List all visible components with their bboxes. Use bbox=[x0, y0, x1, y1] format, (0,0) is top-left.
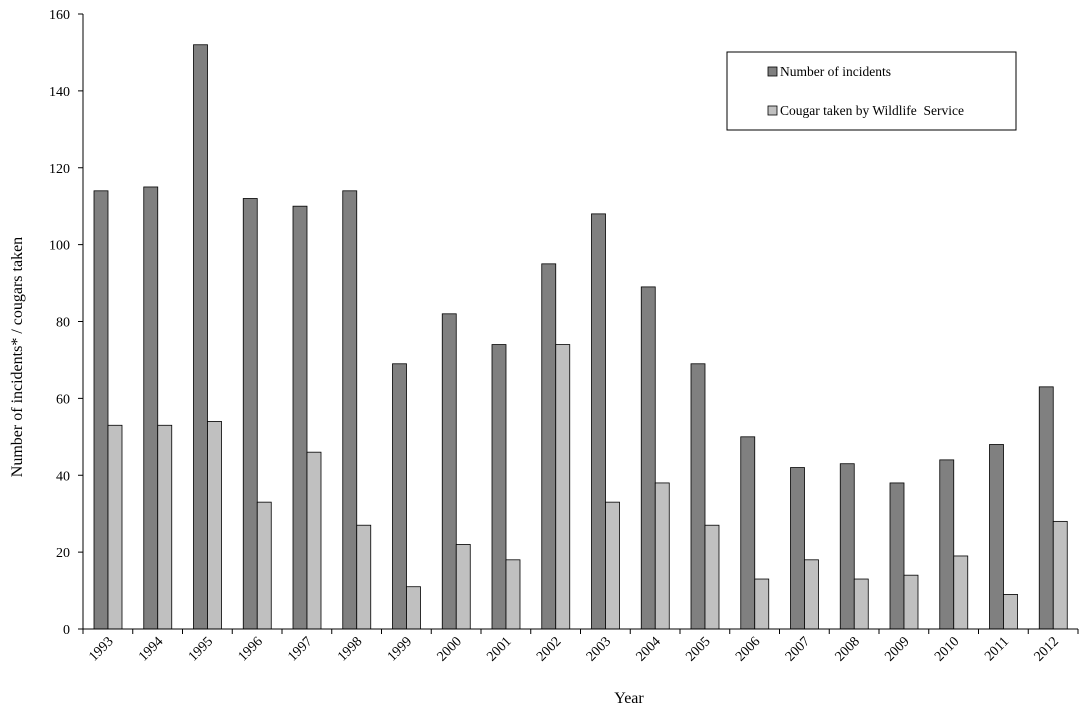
y-tick-label-40: 40 bbox=[56, 469, 70, 484]
bar-cougars-taken-2010 bbox=[953, 555, 969, 630]
bar-incidents-2011 bbox=[989, 444, 1004, 630]
y-tick-label-60: 60 bbox=[56, 392, 70, 407]
x-tick-label-1993: 1993 bbox=[86, 634, 116, 664]
x-tick-label-1994: 1994 bbox=[136, 634, 166, 664]
bar-cougars-taken-2011 bbox=[1003, 594, 1018, 630]
x-tick-label-1999: 1999 bbox=[385, 634, 415, 664]
bar-incidents-2006 bbox=[740, 436, 756, 630]
bar-incidents-2003 bbox=[591, 213, 606, 630]
bar-incidents-1995 bbox=[193, 44, 208, 630]
x-tick-label-2010: 2010 bbox=[932, 634, 962, 664]
bar-incidents-1997 bbox=[292, 205, 308, 630]
x-tick-label-1995: 1995 bbox=[186, 634, 216, 664]
bar-cougars-taken-2009 bbox=[903, 574, 919, 630]
y-tick-label-120: 120 bbox=[49, 162, 70, 177]
x-tick-label-2004: 2004 bbox=[634, 634, 664, 664]
bar-incidents-1996 bbox=[242, 198, 258, 630]
bar-incidents-2004 bbox=[640, 286, 656, 630]
bar-cougars-taken-1994 bbox=[157, 424, 173, 630]
bar-cougars-taken-1997 bbox=[306, 451, 322, 630]
bar-cougars-taken-1999 bbox=[406, 586, 421, 630]
bar-incidents-1994 bbox=[143, 186, 159, 630]
axes-group bbox=[78, 13, 1079, 634]
bar-incidents-1999 bbox=[392, 363, 407, 630]
x-tick-label-2007: 2007 bbox=[783, 634, 813, 664]
bar-incidents-2005 bbox=[690, 363, 706, 630]
bar-cougars-taken-2004 bbox=[654, 482, 670, 630]
x-tick-label-2003: 2003 bbox=[584, 634, 614, 664]
x-tick-label-2008: 2008 bbox=[833, 634, 863, 664]
bar-incidents-1998 bbox=[342, 190, 358, 630]
x-tick-label-2001: 2001 bbox=[484, 634, 514, 664]
x-tick-label-2011: 2011 bbox=[982, 634, 1012, 664]
legend: Number of incidents Cougar taken by Wild… bbox=[726, 51, 1017, 131]
y-tick-label-140: 140 bbox=[49, 85, 70, 100]
bar-incidents-2012 bbox=[1038, 386, 1054, 630]
legend-swatch-cougars-taken bbox=[767, 105, 778, 116]
y-axis-title: Number of incidents* / cougars taken bbox=[9, 237, 26, 477]
bar-cougars-taken-1995 bbox=[207, 421, 222, 630]
bar-incidents-2002 bbox=[541, 263, 557, 630]
bar-cougars-taken-2001 bbox=[505, 559, 521, 630]
bar-incidents-1993 bbox=[93, 190, 109, 630]
bar-cougars-taken-2003 bbox=[605, 501, 620, 630]
bar-incidents-2008 bbox=[839, 463, 855, 630]
bar-cougars-taken-2007 bbox=[804, 559, 819, 630]
y-tick-label-160: 160 bbox=[49, 8, 70, 23]
y-tick-label-100: 100 bbox=[49, 239, 70, 254]
x-tick-label-2006: 2006 bbox=[733, 634, 763, 664]
legend-label-incidents: Number of incidents bbox=[780, 64, 891, 79]
x-axis-title: Year bbox=[614, 690, 644, 707]
bar-cougars-taken-1993 bbox=[107, 424, 123, 630]
x-tick-label-2012: 2012 bbox=[1032, 634, 1062, 664]
bar-cougars-taken-2008 bbox=[853, 578, 869, 630]
x-tick-label-1998: 1998 bbox=[335, 634, 365, 664]
legend-box bbox=[726, 51, 1017, 131]
bar-cougars-taken-2002 bbox=[555, 344, 571, 630]
bar-incidents-2007 bbox=[790, 467, 805, 630]
y-tick-label-0: 0 bbox=[63, 623, 70, 638]
bar-cougars-taken-2005 bbox=[704, 524, 720, 630]
legend-label-cougars-taken: Cougar taken by Wildlife Service bbox=[780, 103, 964, 118]
y-tick-label-20: 20 bbox=[56, 546, 70, 561]
bar-cougars-taken-1996 bbox=[256, 501, 272, 630]
x-tick-label-2005: 2005 bbox=[683, 634, 713, 664]
y-tick-label-80: 80 bbox=[56, 316, 70, 331]
x-tick-label-2002: 2002 bbox=[534, 634, 564, 664]
bar-cougars-taken-2012 bbox=[1052, 520, 1068, 630]
legend-swatch-incidents bbox=[767, 66, 778, 77]
x-tick-label-2009: 2009 bbox=[882, 634, 912, 664]
bar-incidents-2009 bbox=[889, 482, 905, 630]
bar-cougars-taken-2000 bbox=[455, 544, 471, 630]
bar-cougars-taken-1998 bbox=[356, 524, 372, 630]
bar-incidents-2010 bbox=[939, 459, 955, 630]
x-tick-label-1996: 1996 bbox=[236, 634, 266, 664]
x-tick-label-1997: 1997 bbox=[285, 634, 315, 664]
x-tick-label-2000: 2000 bbox=[435, 634, 465, 664]
bar-incidents-2001 bbox=[491, 344, 507, 630]
bar-incidents-2000 bbox=[441, 313, 457, 630]
bars-group bbox=[93, 44, 1068, 630]
bar-cougars-taken-2006 bbox=[754, 578, 770, 630]
